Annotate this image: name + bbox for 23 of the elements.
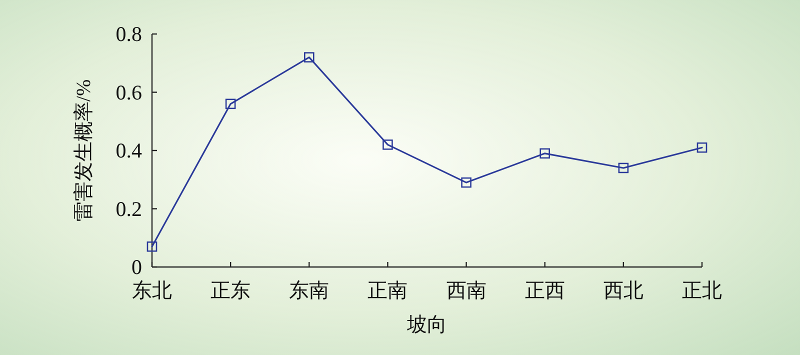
point [304,52,314,62]
y-tick-label: 0.6 [116,80,142,104]
point [146,241,158,252]
point [382,140,393,150]
point [618,162,629,174]
x-tick-label: 东南 [289,280,330,302]
y-tick-label: 0.2 [116,196,142,221]
x-tick-label: 西北 [603,280,644,302]
x-tick-label: 东北 [132,280,172,302]
point [225,98,236,110]
y-axis-title: 雷害发生概率/% [72,79,95,222]
x-tick-label: 西南 [446,280,486,302]
x-tick-label: 正南 [368,280,408,302]
point [461,177,472,188]
x-tick-label: 正北 [682,280,722,302]
point [540,148,550,159]
x-tick-label: 正东 [210,280,251,302]
y-tick-label: 0 [132,255,142,279]
x-tick-label: 正西 [524,280,565,302]
x-axis-title: 坡向 [406,314,447,336]
point [696,142,708,153]
y-tick-label: 0.4 [116,138,142,162]
y-tick-label: 0.8 [116,22,142,46]
